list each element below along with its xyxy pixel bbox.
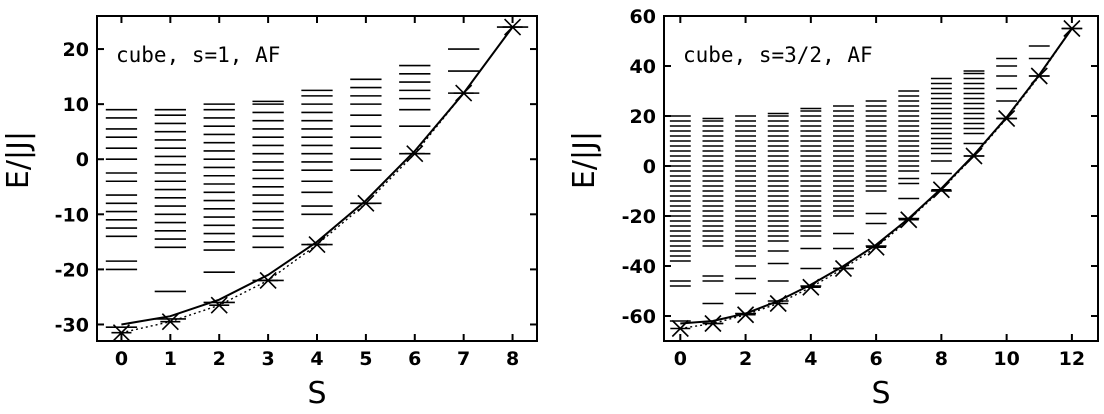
y-axis-title: E/|J| <box>1 131 36 189</box>
ground-state-marker <box>209 296 230 314</box>
y-axis-title: E/|J| <box>567 131 602 189</box>
ground-state-marker <box>258 271 279 289</box>
ground-state-marker <box>931 181 952 199</box>
y-tick-label: -40 <box>622 256 656 278</box>
ground-state-marker <box>996 109 1017 128</box>
y-tick-label: -30 <box>55 314 89 336</box>
fit-curve-solid <box>680 27 1073 325</box>
x-tick-label: 2 <box>213 348 226 370</box>
fit-curve-dotted <box>680 28 1073 330</box>
y-tick-label: 20 <box>630 106 656 128</box>
y-tick-label: 20 <box>63 39 89 61</box>
y-tick-label: 40 <box>630 56 656 78</box>
y-tick-label: 60 <box>630 6 656 28</box>
ground-state-marker <box>670 319 691 338</box>
x-tick-label: 1 <box>164 348 177 370</box>
x-tick-label: 0 <box>115 348 128 370</box>
ground-state-marker <box>453 84 474 102</box>
ground-state-marker <box>111 324 132 342</box>
y-tick-label: 10 <box>63 94 89 116</box>
x-tick-label: 0 <box>674 348 687 370</box>
ground-state-marker <box>735 306 756 324</box>
chart-panel-1: 0 1 2 3 4 5 6 7 8 -30 -20 -10 0 10 20 S E/|J| cube, s=1, … <box>1 15 538 411</box>
ground-state-marker <box>800 278 821 296</box>
x-tick-label: 8 <box>935 348 948 370</box>
x-axis-title: S <box>307 376 326 411</box>
ground-state-marker <box>307 236 327 254</box>
ground-state-marker <box>833 259 854 278</box>
y-tick-label: 0 <box>643 156 656 178</box>
ground-state-marker <box>768 294 789 313</box>
x-tick-label: 8 <box>506 348 519 370</box>
x-tick-label: 12 <box>1059 348 1085 370</box>
x-axis-title: S <box>871 376 890 411</box>
x-tick-label: 4 <box>310 348 323 370</box>
ground-state-marker <box>160 313 181 331</box>
fit-curve-solid <box>121 26 514 326</box>
x-tick-label: 10 <box>993 348 1019 370</box>
x-tick-label: 6 <box>408 348 421 370</box>
y-tick-label: -10 <box>55 204 89 226</box>
ground-state-marker <box>964 147 984 165</box>
fit-curve-dotted <box>121 26 514 334</box>
ground-state-marker <box>1029 67 1050 85</box>
ground-state-marker <box>404 145 425 163</box>
y-tick-label: -20 <box>622 206 656 228</box>
panel-annotation: cube, s=1, AF <box>116 43 280 67</box>
x-tick-label: 3 <box>261 348 274 370</box>
ground-state-marker <box>355 194 376 212</box>
x-tick-label: 4 <box>804 348 817 370</box>
ground-state-marker <box>898 211 919 229</box>
panel-annotation: cube, s=3/2, AF <box>683 43 873 67</box>
y-tick-label: -20 <box>55 259 89 281</box>
x-tick-label: 7 <box>457 348 470 370</box>
ground-state-marker <box>1061 19 1082 38</box>
x-tick-label: 6 <box>869 348 882 370</box>
plot-frame <box>663 15 1099 342</box>
ground-state-marker <box>702 314 723 333</box>
x-tick-label: 5 <box>359 348 372 370</box>
y-tick-label: -60 <box>622 306 656 328</box>
chart-panel-2: 0 2 4 6 8 10 12 -60 -40 -20 0 20 40 60 S E/|J| cube, s=3… <box>567 6 1099 411</box>
x-tick-label: 2 <box>739 348 752 370</box>
ground-state-marker <box>502 18 523 36</box>
y-tick-label: 0 <box>76 149 89 171</box>
ground-state-marker <box>866 238 887 256</box>
